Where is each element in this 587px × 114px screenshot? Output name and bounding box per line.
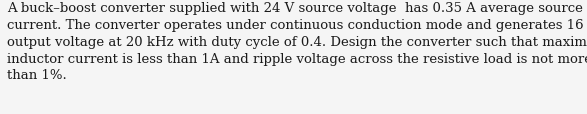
Text: A buck–boost converter supplied with 24 V source voltage  has 0.35 A average sou: A buck–boost converter supplied with 24 … bbox=[7, 2, 587, 82]
